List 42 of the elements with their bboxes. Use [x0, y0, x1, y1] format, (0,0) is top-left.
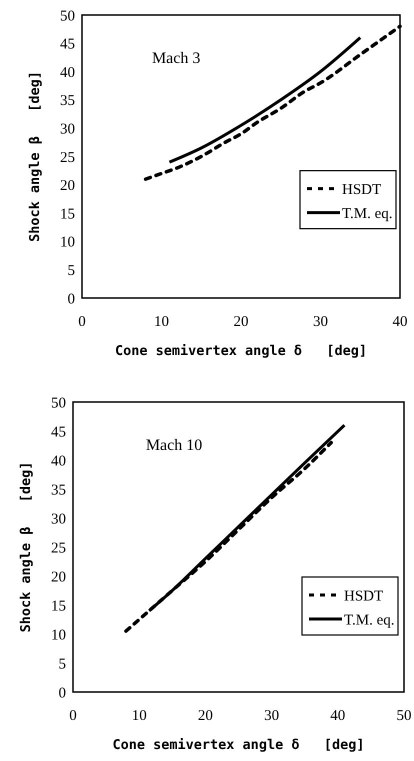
y-tick-label: 5: [58, 656, 66, 672]
y-tick-label: 30: [60, 121, 75, 138]
y-tick-label: 45: [60, 36, 75, 53]
x-tick-label: 40: [392, 314, 408, 330]
legend-label: T.M. eq.: [342, 206, 393, 222]
y-tick-label: 50: [60, 8, 75, 24]
y-tick-label: 50: [51, 395, 66, 412]
annotation: Mach 10: [146, 437, 202, 454]
y-tick-label: 20: [60, 178, 75, 194]
y-tick-label: 15: [60, 206, 75, 222]
y-tick-label: 25: [60, 150, 75, 166]
y-tick-label: 35: [60, 93, 75, 110]
x-tick-label: 30: [264, 708, 280, 724]
y-tick-label: 10: [51, 627, 66, 644]
y-axis-title: Shock angle β [deg]: [18, 462, 34, 632]
y-tick-label: 15: [51, 598, 66, 614]
legend-label: HSDT: [342, 182, 382, 198]
x-tick-label: 10: [132, 708, 147, 724]
y-tick-label: 10: [60, 234, 75, 251]
x-tick-label: 20: [234, 314, 248, 330]
y-tick-label: 30: [51, 511, 66, 528]
y-tick-label: 0: [68, 291, 75, 308]
y-tick-label: 40: [60, 64, 75, 81]
x-axis-title: Cone semivertex angle δ [deg]: [115, 343, 367, 359]
y-tick-label: 45: [51, 424, 66, 440]
x-tick-label: 30: [313, 314, 328, 330]
x-tick-label: 40: [330, 708, 346, 724]
y-tick-label: 25: [51, 540, 66, 556]
x-tick-label: 20: [198, 708, 213, 724]
y-tick-label: 0: [58, 685, 66, 702]
y-tick-label: 35: [51, 482, 66, 498]
legend-label: T.M. eq.: [344, 612, 395, 628]
legend-label: HSDT: [344, 588, 384, 604]
annotation: Mach 3: [152, 50, 200, 67]
x-tick-label: 0: [78, 314, 86, 330]
y-tick-label: 40: [51, 453, 66, 470]
x-tick-label: 10: [154, 314, 169, 330]
y-tick-label: 5: [68, 262, 75, 279]
x-axis-title: Cone semivertex angle δ [deg]: [112, 737, 364, 753]
y-axis-title: Shock angle β [deg]: [27, 71, 43, 242]
y-tick-label: 20: [51, 569, 66, 586]
x-tick-label: 50: [396, 708, 412, 724]
